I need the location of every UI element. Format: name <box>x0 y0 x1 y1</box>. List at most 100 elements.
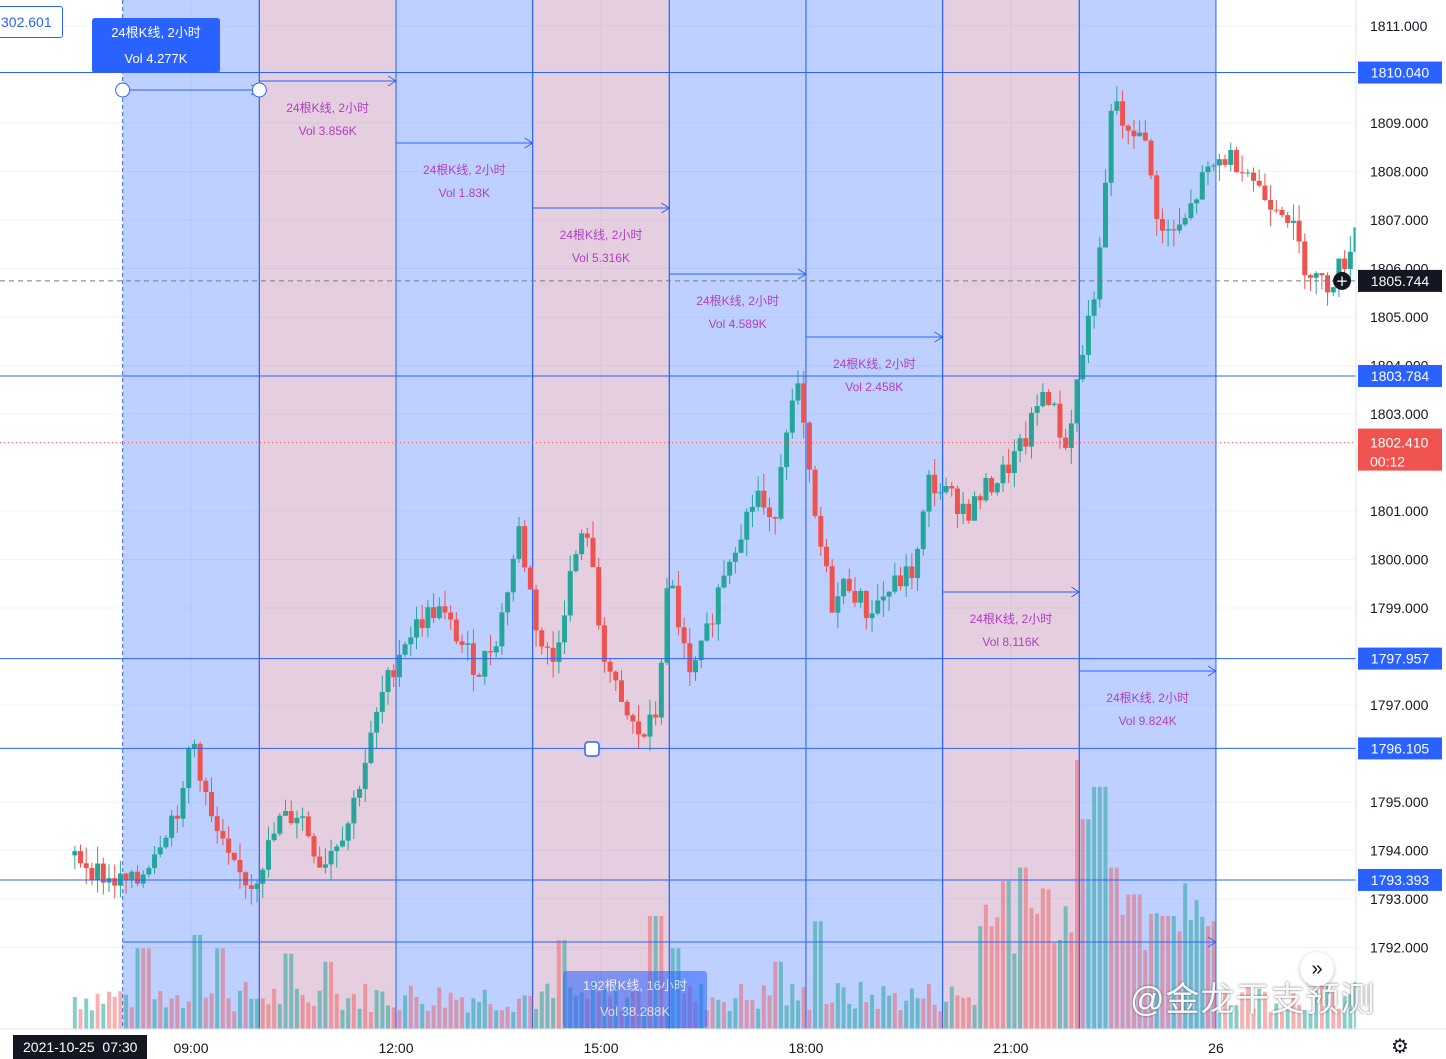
range-vol-label: Vol 1.83K <box>439 186 490 200</box>
candle-body <box>413 619 419 638</box>
candle-body <box>174 815 180 819</box>
level-price-text: 1810.040 <box>1371 65 1430 81</box>
volume-bar <box>784 1005 789 1029</box>
candle-body <box>966 503 972 521</box>
candle-body <box>283 811 289 816</box>
candle-body <box>1307 275 1313 278</box>
candle-body <box>1290 220 1296 223</box>
volume-bar <box>363 983 368 1029</box>
volume-bar <box>107 991 112 1029</box>
date-range-area[interactable] <box>942 0 1080 1029</box>
candle-body <box>448 612 454 620</box>
volume-bar <box>1234 1005 1239 1029</box>
candle-body <box>1273 209 1279 211</box>
range-arrow-head <box>387 75 397 87</box>
volume-bar <box>938 1011 943 1029</box>
volume-bar <box>1149 914 1154 1029</box>
volume-bar <box>1018 867 1023 1029</box>
level-price-text: 1793.393 <box>1371 872 1430 888</box>
candle-body <box>465 643 471 645</box>
candle-body <box>909 566 915 579</box>
volume-bar <box>141 948 146 1029</box>
candle-body <box>522 526 528 568</box>
candle-body <box>1302 241 1308 276</box>
level-price-tag <box>1358 737 1442 760</box>
volume-bar <box>1325 984 1330 1029</box>
volume-bar <box>921 998 926 1029</box>
volume-bar <box>306 1002 311 1029</box>
candle-body <box>1159 219 1165 231</box>
candle-body <box>374 711 380 733</box>
volume-bar <box>835 983 840 1029</box>
volume-bar <box>1217 1012 1222 1029</box>
candle-body <box>140 874 146 884</box>
date-range-area[interactable] <box>669 0 806 1029</box>
volume-bar <box>1285 1005 1290 1029</box>
date-range-area[interactable] <box>532 0 670 1029</box>
volume-bar <box>1257 988 1262 1029</box>
volume-bar <box>534 1008 539 1029</box>
candle-body <box>146 868 152 875</box>
volume-bar <box>146 948 151 1029</box>
gear-icon[interactable]: ⚙ <box>1391 1036 1409 1058</box>
date-range-area[interactable] <box>395 0 533 1029</box>
candle-body <box>1268 199 1274 210</box>
candle-body <box>134 871 140 884</box>
candle-body <box>1108 110 1114 183</box>
range-vol-label: Vol 9.824K <box>1119 714 1177 728</box>
volume-bar <box>89 1010 94 1029</box>
candle-body <box>983 477 989 501</box>
price-scale[interactable] <box>1356 0 1446 1029</box>
candle-body <box>801 383 807 423</box>
candle-body <box>493 646 499 653</box>
drag-handle[interactable] <box>251 82 267 98</box>
drag-handle[interactable] <box>115 82 131 98</box>
volume-bar <box>1143 949 1148 1029</box>
plus-glyph: + <box>1336 272 1349 290</box>
volume-bar <box>773 961 778 1029</box>
volume-bar <box>961 997 966 1029</box>
candle-body <box>647 714 653 737</box>
x-tick-label: 09:00 <box>173 1040 208 1056</box>
candle-body <box>613 671 619 681</box>
measure-handle[interactable] <box>584 741 600 757</box>
candle-body <box>357 789 363 798</box>
volume-bar <box>870 994 875 1029</box>
volume-bar <box>448 992 453 1029</box>
volume-bar <box>926 984 931 1029</box>
candle-body <box>1279 210 1285 216</box>
volume-bar <box>488 1004 493 1029</box>
volume-bar <box>1075 760 1080 1029</box>
volume-bar <box>112 996 117 1029</box>
level-price-text: 1803.784 <box>1371 368 1430 384</box>
y-tick-label: 1808.000 <box>1370 164 1429 180</box>
volume-bar <box>203 997 208 1029</box>
candle-body <box>681 627 687 644</box>
candle-body <box>288 811 294 824</box>
date-range-area[interactable] <box>259 0 396 1029</box>
candle-body <box>368 732 374 763</box>
volume-bar <box>1314 990 1319 1029</box>
candle-body <box>1046 391 1052 405</box>
y-tick-label: 1807.000 <box>1370 212 1429 228</box>
volume-bar <box>124 994 129 1029</box>
double-chevron-right-icon[interactable]: » <box>1300 952 1334 986</box>
range-arrow-head <box>661 202 671 214</box>
candle-body <box>1330 287 1336 293</box>
candle-body <box>488 651 494 653</box>
candle-body <box>863 590 869 619</box>
candle-body <box>1057 403 1063 438</box>
plus-circle-icon[interactable] <box>1333 271 1351 290</box>
candle-body <box>1137 132 1143 137</box>
date-range-area[interactable] <box>1079 0 1216 1029</box>
candle-body <box>1091 299 1097 316</box>
range-bars-label: 24根K线, 2小时 <box>560 228 643 242</box>
candle-body <box>960 503 966 515</box>
date-range-area[interactable] <box>805 0 943 1029</box>
y-tick-label: 1793.000 <box>1370 891 1429 907</box>
time-scale[interactable] <box>0 1029 1446 1059</box>
candle-body <box>539 630 545 647</box>
y-tick-label: 1800.000 <box>1370 552 1429 568</box>
selected-range-vol: Vol 4.277K <box>124 51 188 66</box>
